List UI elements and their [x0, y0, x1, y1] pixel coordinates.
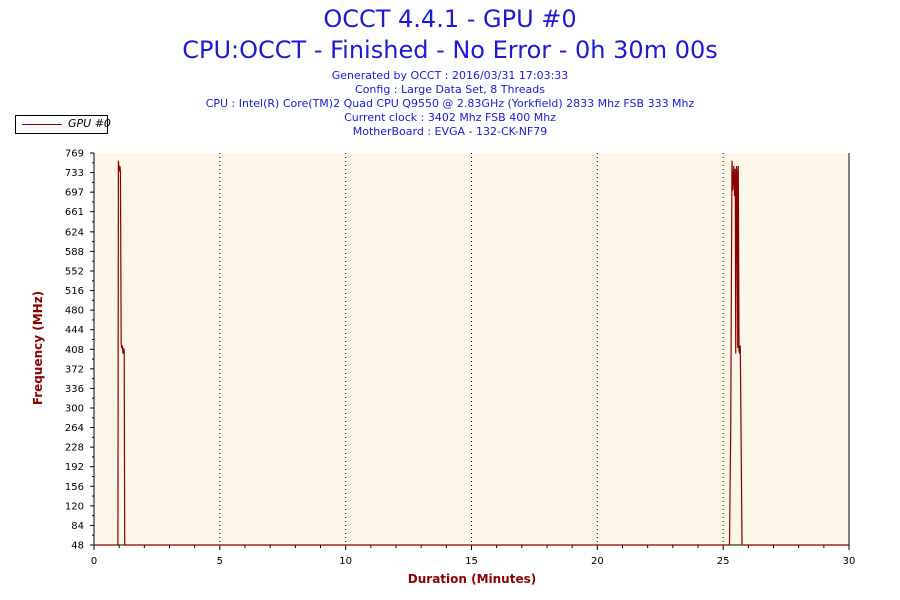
y-tick-label: 444 [65, 325, 84, 336]
y-tick-label: 372 [65, 364, 84, 375]
x-tick-label: 25 [717, 556, 730, 567]
y-tick-label: 480 [65, 306, 84, 317]
y-tick-label: 192 [65, 462, 84, 473]
y-tick-label: 228 [65, 443, 84, 454]
info-config: Config : Large Data Set, 8 Threads [355, 83, 545, 96]
info-motherboard: MotherBoard : EVGA - 132-CK-NF79 [352, 125, 548, 138]
series-line-gpu0 [94, 160, 849, 546]
y-tick-label: 156 [65, 482, 84, 493]
y-tick-label: 733 [65, 168, 84, 179]
x-tick-label: 15 [465, 556, 478, 567]
y-tick-label: 336 [65, 384, 84, 395]
info-block: Generated by OCCT : 2016/03/31 17:03:33 … [0, 69, 900, 139]
x-tick-label: 5 [217, 556, 223, 567]
x-tick-label: 10 [339, 556, 352, 567]
y-tick-label: 300 [65, 403, 84, 414]
legend-label-gpu0: GPU #0 [68, 117, 111, 130]
y-axis-label: Frequency (MHz) [31, 290, 45, 406]
info-generated: Generated by OCCT : 2016/03/31 17:03:33 [331, 69, 569, 82]
y-tick-label: 516 [65, 286, 84, 297]
x-axis-label: Duration (Minutes) [407, 572, 537, 586]
y-tick-label: 588 [65, 247, 84, 258]
y-tick-label: 769 [65, 149, 84, 160]
y-tick-label: 552 [65, 266, 84, 277]
y-tick-label: 264 [65, 423, 84, 434]
y-tick-label: 84 [71, 521, 84, 532]
y-tick-label: 120 [65, 501, 84, 512]
chart-title: OCCT 4.4.1 - GPU #0 [323, 5, 577, 33]
info-cpu: CPU : Intel(R) Core(TM)2 Quad CPU Q9550 … [205, 97, 695, 110]
chart-subtitle: CPU:OCCT - Finished - No Error - 0h 30m … [182, 36, 718, 64]
legend-swatch [22, 124, 62, 125]
x-tick-label: 20 [591, 556, 604, 567]
y-tick-label: 661 [65, 207, 84, 218]
y-tick-label: 408 [65, 345, 84, 356]
info-clock: Current clock : 3402 Mhz FSB 400 Mhz [344, 111, 556, 124]
x-tick-label: 30 [843, 556, 856, 567]
y-tick-label: 697 [65, 188, 84, 199]
y-tick-label: 624 [65, 227, 84, 238]
y-tick-label: 48 [71, 541, 84, 552]
x-tick-label: 0 [91, 556, 97, 567]
legend: GPU #0 [15, 115, 111, 134]
